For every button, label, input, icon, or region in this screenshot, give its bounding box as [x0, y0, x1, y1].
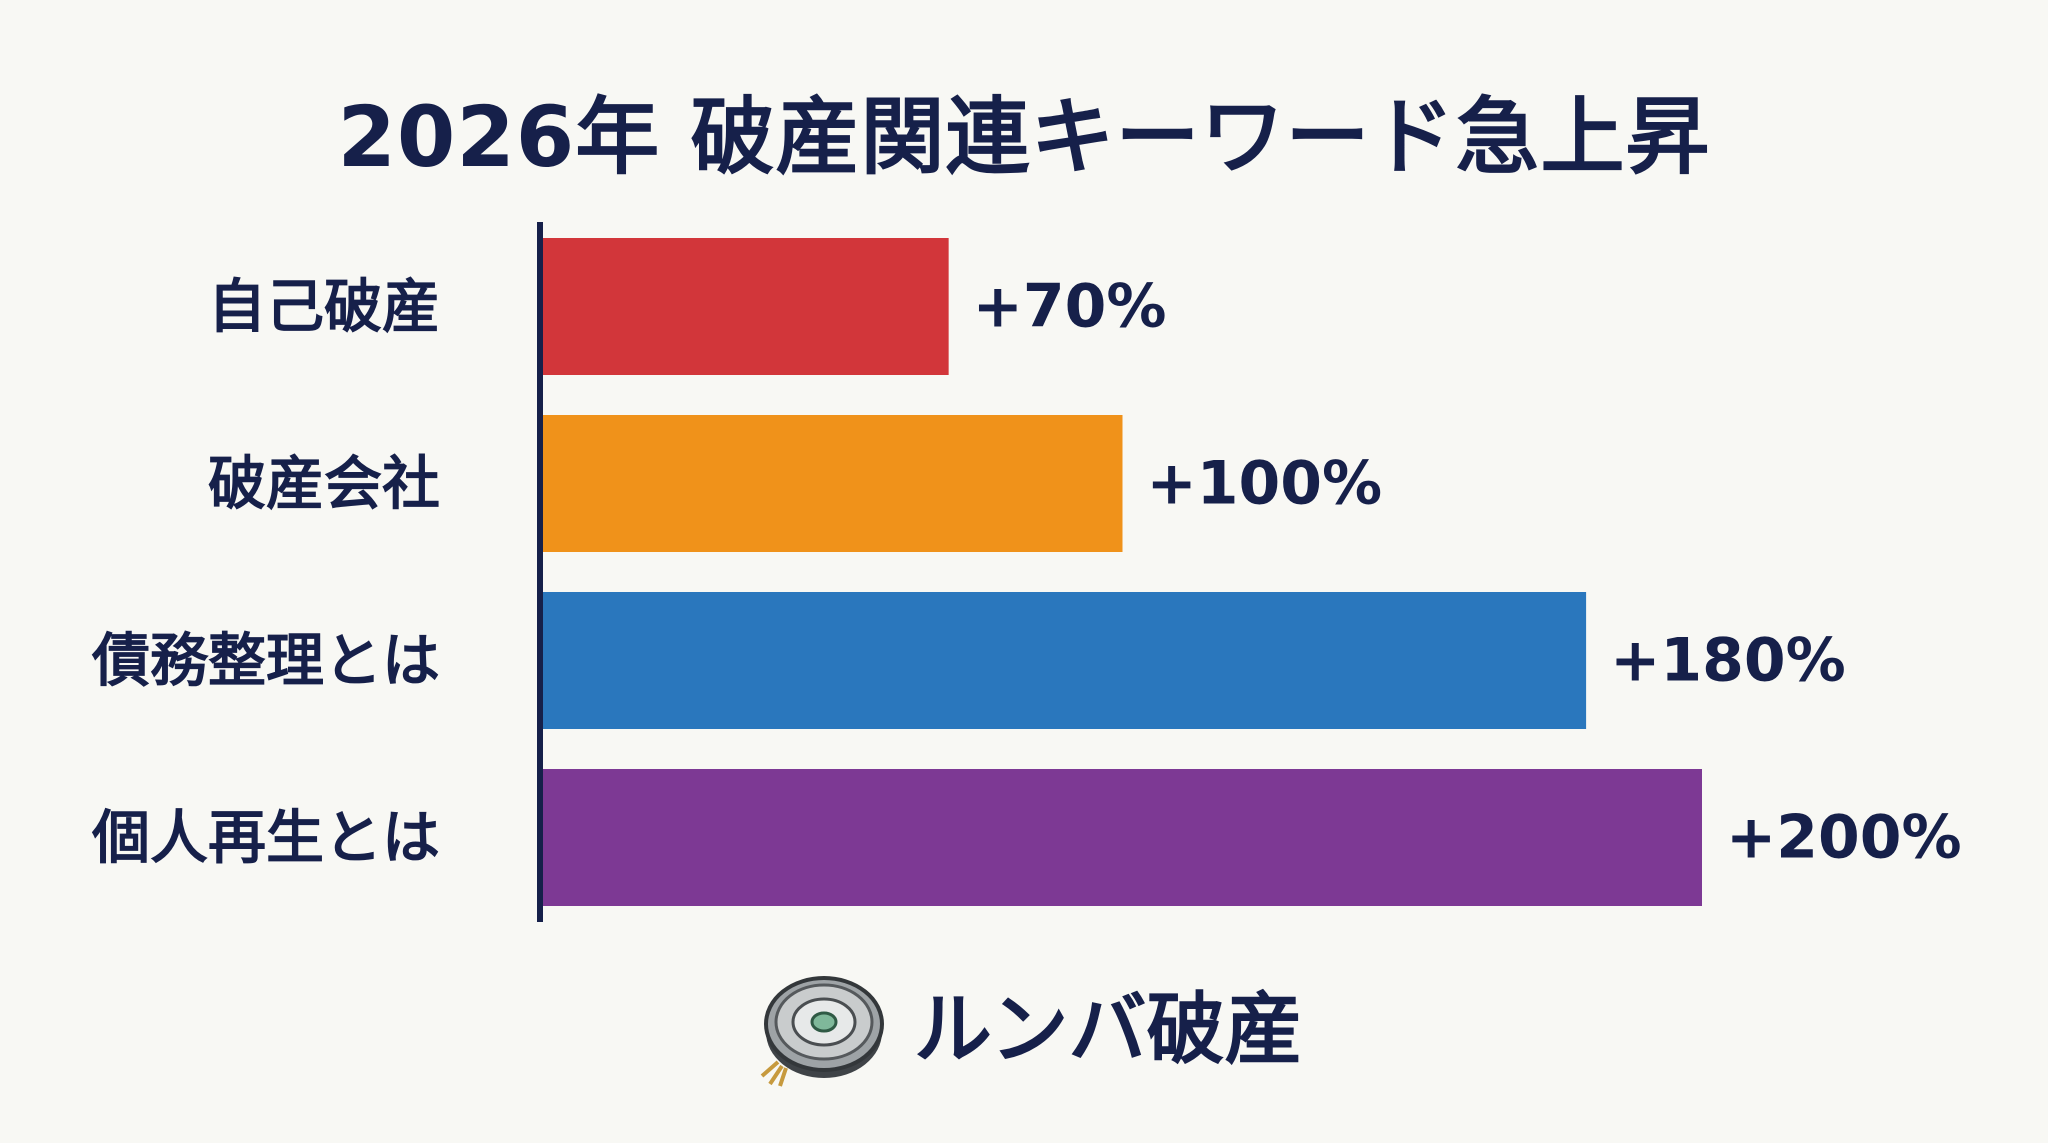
bar-3	[543, 592, 1587, 729]
category-label-1: 自己破産	[208, 273, 440, 341]
value-label-2: +100%	[1147, 449, 1383, 519]
value-label-4: +200%	[1726, 803, 1962, 873]
category-label-3: 債務整理とは	[91, 627, 440, 695]
brand-name: ルンバ破産	[914, 985, 1303, 1075]
robot-vacuum-icon	[760, 976, 884, 1087]
value-label-3: +180%	[1610, 626, 1846, 696]
bar-2	[543, 415, 1123, 552]
category-label-4: 個人再生とは	[91, 804, 440, 872]
bars-group: 自己破産 +70% 破産会社 +100% 債務整理とは +180% 個人再生とは +200%	[91, 238, 1962, 906]
category-label-2: 破産会社	[208, 450, 440, 518]
chart-title: 2026年 破産関連キーワード急上昇	[337, 88, 1711, 186]
value-label-1: +70%	[973, 272, 1167, 342]
bar-4	[543, 769, 1702, 906]
brand: ルンバ破産	[758, 958, 1302, 1088]
bar-1	[543, 238, 949, 375]
